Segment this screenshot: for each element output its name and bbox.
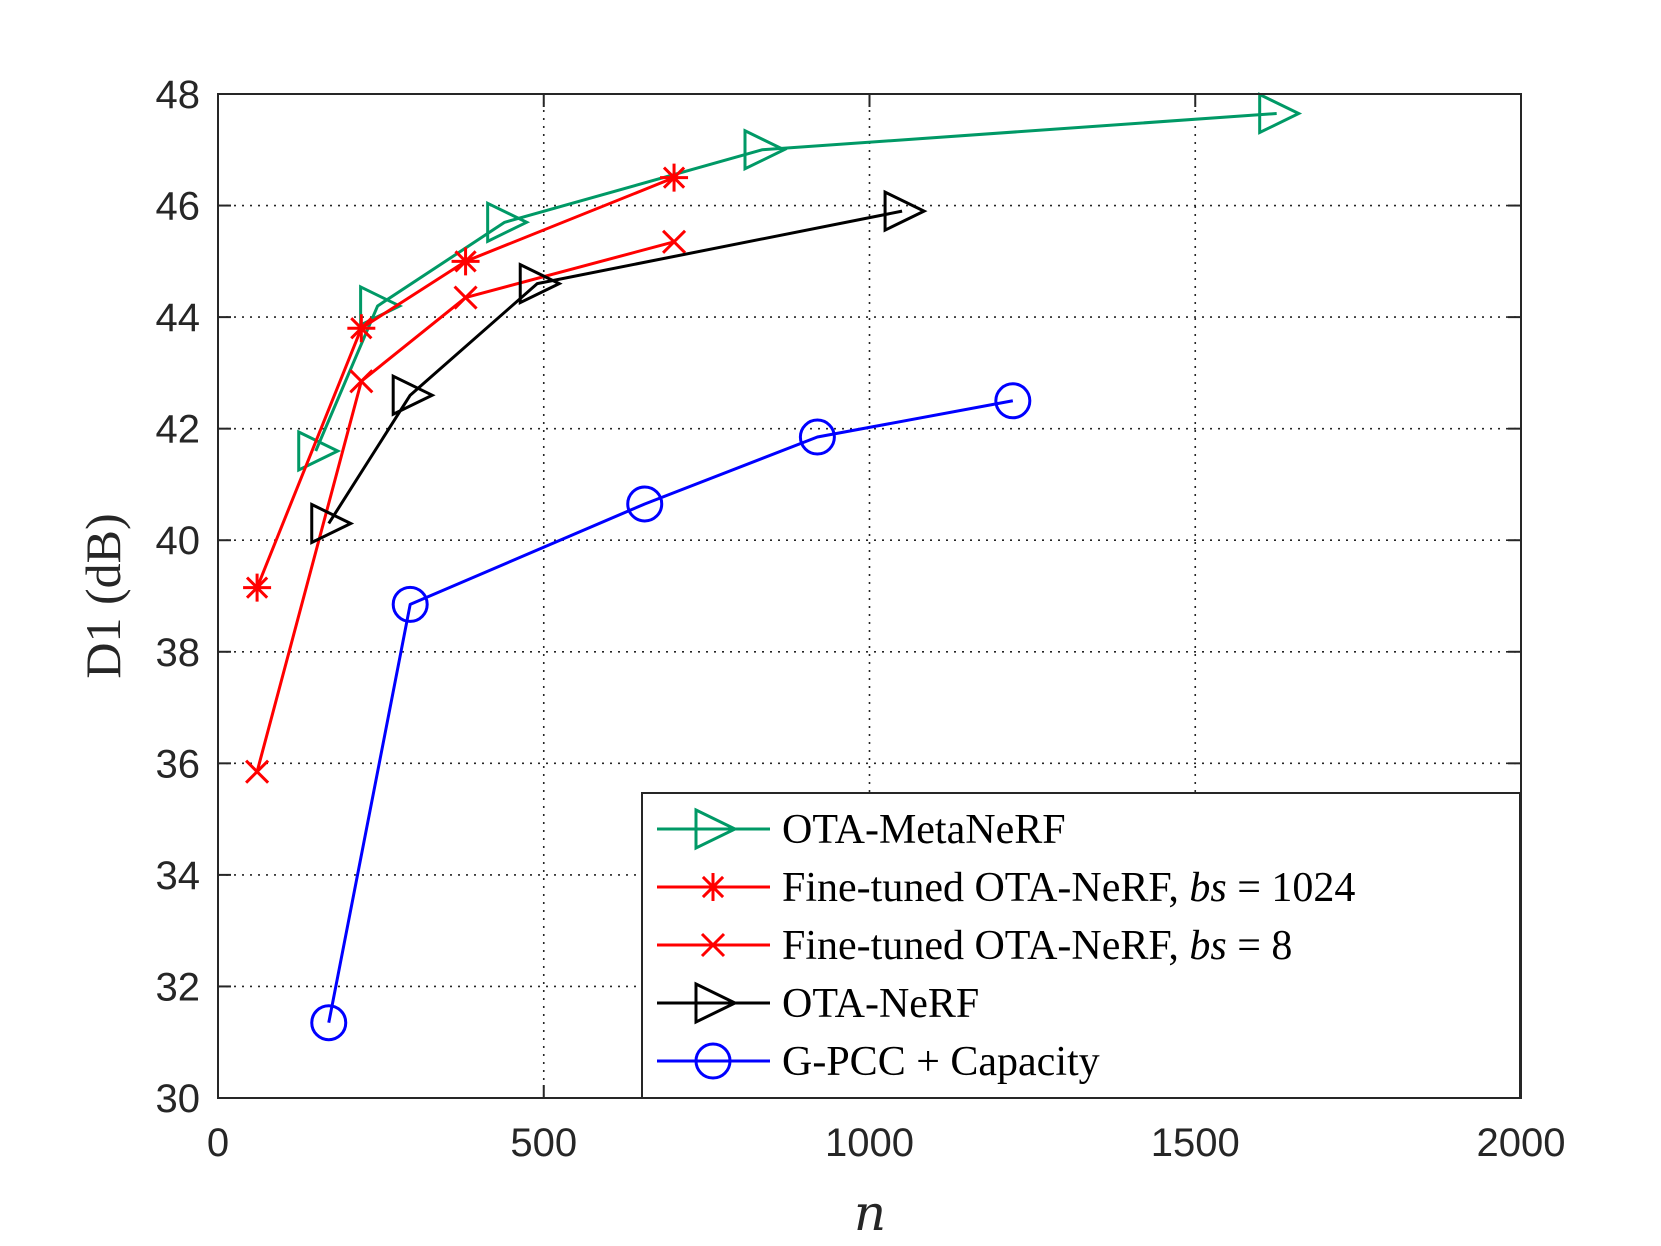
data-point-marker bbox=[310, 502, 355, 545]
grid-lines bbox=[218, 94, 1521, 1098]
data-point-marker bbox=[245, 759, 270, 784]
legend-label: Fine-tuned OTA-NeRF, bs = 1024 bbox=[782, 865, 1355, 911]
legend-label-value: = 8 bbox=[1227, 923, 1293, 969]
legend-entry: OTA-MetaNeRF bbox=[657, 807, 1066, 853]
legend-label-text: Fine-tuned OTA-NeRF, bbox=[782, 923, 1189, 969]
series-line bbox=[327, 399, 1014, 1023]
legend-label-variable: bs bbox=[1189, 923, 1226, 969]
y-tick-label: 46 bbox=[156, 185, 201, 229]
legend-entry: G-PCC + Capacity bbox=[657, 1039, 1100, 1085]
data-point-marker bbox=[451, 247, 480, 276]
data-point-marker bbox=[347, 314, 376, 343]
x-axis-ticks: 0 500 1000 1500 2000 bbox=[207, 94, 1566, 1165]
legend-marker bbox=[700, 932, 726, 958]
legend-label: OTA-MetaNeRF bbox=[782, 807, 1066, 853]
series-line bbox=[255, 176, 675, 589]
y-tick-label: 44 bbox=[156, 296, 201, 340]
legend-label: Fine-tuned OTA-NeRF, bs = 8 bbox=[782, 923, 1292, 969]
legend-label-text: Fine-tuned OTA-NeRF, bbox=[782, 865, 1189, 911]
y-tick-label: 36 bbox=[156, 742, 201, 786]
legend-label: OTA-NeRF bbox=[782, 981, 979, 1027]
data-point-marker bbox=[391, 373, 436, 417]
y-axis-title: D1 (dB) bbox=[75, 513, 131, 678]
legend-entry: Fine-tuned OTA-NeRF, bs = 8 bbox=[657, 923, 1292, 969]
data-point-marker bbox=[798, 418, 836, 456]
data-point-marker bbox=[310, 1004, 348, 1042]
series-1 bbox=[243, 163, 689, 602]
data-point-marker bbox=[1258, 92, 1303, 135]
series-layer bbox=[243, 92, 1303, 1042]
y-tick-label: 48 bbox=[156, 73, 201, 117]
legend-label-value: = 1024 bbox=[1227, 865, 1356, 911]
legend-entry: OTA-NeRF bbox=[657, 981, 979, 1027]
y-tick-label: 42 bbox=[156, 408, 201, 452]
series-0 bbox=[297, 92, 1303, 473]
x-axis-title: n bbox=[854, 1184, 886, 1242]
x-tick-label: 1500 bbox=[1151, 1121, 1240, 1165]
data-point-marker bbox=[297, 429, 342, 473]
series-4 bbox=[310, 382, 1032, 1042]
legend-marker bbox=[694, 807, 739, 851]
x-tick-label: 500 bbox=[510, 1121, 577, 1165]
data-point-marker bbox=[626, 485, 664, 523]
series-line bbox=[327, 209, 903, 525]
legend-label-variable: bs bbox=[1189, 865, 1226, 911]
legend-entry: Fine-tuned OTA-NeRF, bs = 1024 bbox=[657, 865, 1355, 911]
series-3 bbox=[310, 189, 928, 545]
y-tick-label: 38 bbox=[156, 631, 201, 675]
legend-marker bbox=[694, 981, 739, 1025]
y-tick-label: 32 bbox=[156, 965, 201, 1009]
data-point-marker bbox=[391, 585, 429, 623]
data-point-marker bbox=[486, 200, 531, 244]
x-tick-label: 2000 bbox=[1477, 1121, 1566, 1165]
data-point-marker bbox=[743, 128, 788, 172]
y-axis-ticks: 30 32 34 36 38 40 42 44 46 48 bbox=[156, 73, 1521, 1121]
legend-marker bbox=[699, 873, 727, 901]
y-tick-label: 40 bbox=[156, 519, 201, 563]
data-point-marker bbox=[518, 262, 563, 306]
series-line bbox=[314, 112, 1277, 452]
legend-marker bbox=[694, 1042, 732, 1080]
series-2 bbox=[245, 229, 687, 784]
legend-box bbox=[641, 792, 1521, 1099]
data-point-marker bbox=[349, 369, 374, 394]
data-point-marker bbox=[883, 189, 928, 233]
data-point-marker bbox=[243, 573, 272, 602]
data-point-marker bbox=[660, 163, 689, 192]
data-point-marker bbox=[453, 285, 478, 310]
y-tick-label: 30 bbox=[156, 1077, 201, 1121]
data-point-marker bbox=[661, 229, 687, 254]
legend-label: G-PCC + Capacity bbox=[782, 1039, 1100, 1085]
data-point-marker bbox=[994, 382, 1032, 420]
legend: OTA-MetaNeRF Fine-tuned OTA-NeRF, bs = 10… bbox=[641, 792, 1521, 1099]
y-tick-label: 34 bbox=[156, 854, 201, 898]
series-line bbox=[255, 240, 675, 773]
x-tick-label: 1000 bbox=[825, 1121, 914, 1165]
x-tick-label: 0 bbox=[207, 1121, 229, 1165]
